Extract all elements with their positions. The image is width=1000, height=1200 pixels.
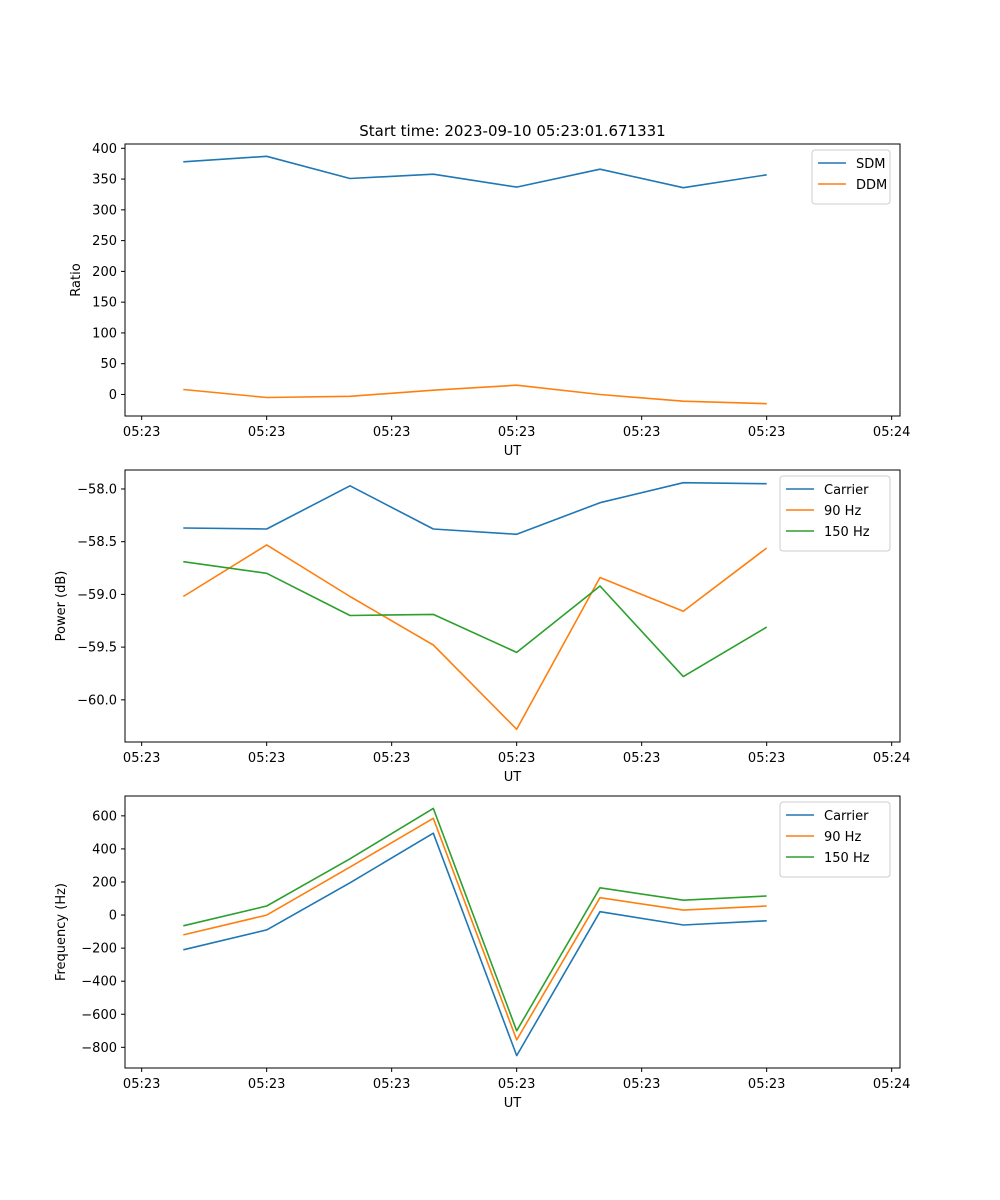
y-tick-label: 250	[92, 234, 117, 249]
y-tick-label: 400	[92, 142, 117, 157]
x-tick-label: 05:24	[873, 751, 910, 766]
x-tick-label: 05:23	[373, 1077, 410, 1092]
legend-label: SDM	[856, 157, 885, 172]
y-axis-label: Power (dB)	[54, 571, 69, 642]
plots-container: 0 50 100 150 200 250 300 350 400 05:23 05:23 05:23 0…	[54, 142, 910, 1111]
subplot-3: 600 400 200 0 −200 −400 −600 −800 05:23 05:23 05:2…	[54, 795, 910, 1111]
y-tick-label: −59.5	[77, 641, 117, 656]
axes-frame	[124, 143, 901, 417]
x-tick-label: 05:24	[873, 1077, 910, 1092]
x-tick-label: 05:23	[123, 1077, 160, 1092]
series-line-carrier	[183, 481, 767, 536]
y-tick-label: 200	[92, 875, 117, 890]
y-tick-label: −60.0	[77, 693, 117, 708]
x-tick-label: 05:23	[248, 751, 285, 766]
x-tick-label: 05:23	[623, 751, 660, 766]
y-tick-label: 100	[92, 326, 117, 341]
y-tick-label: −400	[81, 975, 117, 990]
x-tick-label: 05:23	[748, 751, 785, 766]
subplot-1: 0 50 100 150 200 250 300 350 400 05:23 05:23 05:23 0…	[69, 142, 910, 459]
y-tick-label: −200	[81, 942, 117, 957]
y-axis-label: Frequency (Hz)	[54, 883, 69, 981]
series-line-carrier	[183, 832, 767, 1057]
y-tick-label: 350	[92, 173, 117, 188]
x-tick-label: 05:23	[248, 425, 285, 440]
series-line-90-hz	[182, 544, 768, 731]
legend-label: Carrier	[824, 809, 869, 824]
y-tick-label: 50	[100, 357, 117, 372]
x-tick-label: 05:23	[498, 1077, 535, 1092]
x-tick-label: 05:23	[623, 425, 660, 440]
x-tick-label: 05:23	[373, 751, 410, 766]
legend-label: 90 Hz	[824, 830, 861, 845]
y-tick-label: −58.5	[77, 535, 117, 550]
x-tick-label: 05:23	[748, 1077, 785, 1092]
legend-label: 150 Hz	[824, 851, 870, 866]
series-line-150-hz	[183, 807, 767, 1032]
series-line-150-hz	[183, 560, 768, 678]
legend-box	[779, 801, 891, 878]
legend-label: DDM	[856, 178, 887, 193]
x-tick-label: 05:23	[498, 751, 535, 766]
y-tick-label: −58.0	[77, 482, 117, 497]
x-tick-label: 05:23	[498, 425, 535, 440]
axes-frame	[124, 795, 901, 1069]
x-tick-label: 05:24	[873, 425, 910, 440]
x-axis-label: UT	[504, 1096, 522, 1111]
x-axis-label: UT	[504, 444, 522, 459]
legend: SDM DDM	[811, 149, 891, 205]
x-tick-label: 05:23	[748, 425, 785, 440]
x-tick-label: 05:23	[623, 1077, 660, 1092]
legend-box	[779, 475, 891, 552]
y-tick-label: −800	[81, 1041, 117, 1056]
legend: Carrier 90 Hz 150 Hz	[779, 475, 891, 552]
x-axis-label: UT	[504, 770, 522, 785]
series-line-sdm	[183, 155, 767, 189]
x-tick-label: 05:23	[373, 425, 410, 440]
axes-frame	[124, 469, 901, 743]
y-tick-label: −59.0	[77, 588, 117, 603]
y-tick-label: −600	[81, 1008, 117, 1023]
legend-label: 150 Hz	[824, 525, 870, 540]
x-tick-label: 05:23	[123, 425, 160, 440]
x-tick-label: 05:23	[123, 751, 160, 766]
y-axis-label: Ratio	[69, 263, 84, 296]
y-tick-label: 0	[109, 388, 117, 403]
y-tick-label: 300	[92, 203, 117, 218]
legend-label: Carrier	[824, 483, 869, 498]
subplot-2: −58.0 −58.5 −59.0 −59.5 −60.0 05:23 05:23 05:23…	[54, 469, 910, 785]
legend: Carrier 90 Hz 150 Hz	[779, 801, 891, 878]
series-line-90-hz	[183, 817, 767, 1041]
figure-title: Start time: 2023-09-10 05:23:01.671331	[359, 122, 665, 140]
legend-label: 90 Hz	[824, 504, 861, 519]
y-tick-label: 200	[92, 265, 117, 280]
y-tick-label: 600	[92, 809, 117, 824]
series-line-ddm	[183, 384, 767, 405]
x-tick-label: 05:23	[248, 1077, 285, 1092]
y-tick-label: 0	[109, 909, 117, 924]
y-tick-label: 150	[92, 296, 117, 311]
y-tick-label: 400	[92, 842, 117, 857]
